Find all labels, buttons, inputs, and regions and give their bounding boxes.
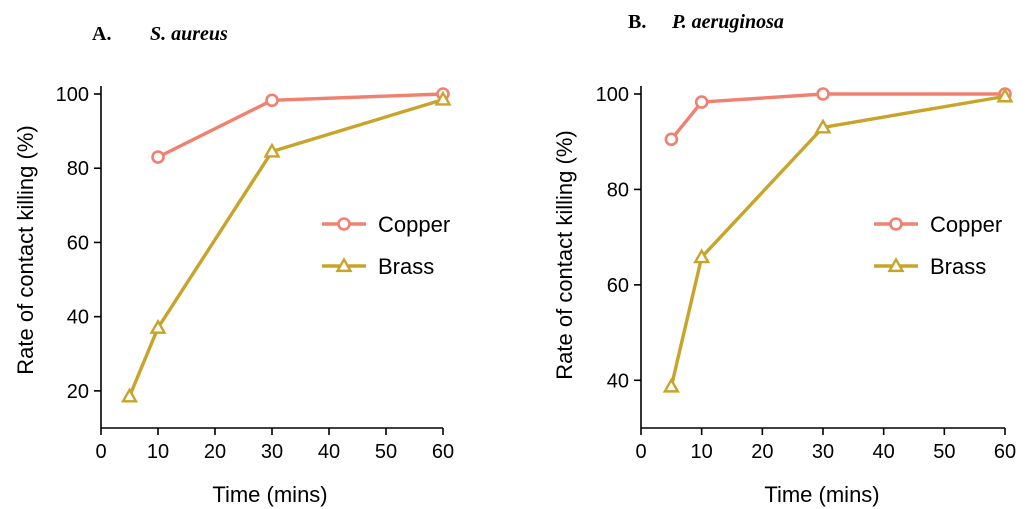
legend-copper-marker bbox=[889, 217, 903, 231]
x-tick-label: 30 bbox=[261, 441, 283, 463]
panel-b-axes: 0 10 20 30 40 50 60 40 60 80 100 bbox=[596, 84, 1017, 463]
panel-b-title: P. aeruginosa bbox=[671, 11, 784, 33]
panel-b-x-axis-title: Time (mins) bbox=[764, 482, 879, 507]
brass-data-point bbox=[662, 377, 680, 393]
legend-copper-label: Copper bbox=[378, 212, 450, 237]
panel-a-title: S. aureus bbox=[150, 23, 228, 45]
panel-a-legend: Copper Brass bbox=[322, 212, 450, 279]
copper-data-point bbox=[816, 87, 830, 101]
panel-b: B. P. aeruginosa Time (mins) Rate of con… bbox=[552, 11, 1016, 507]
brass-data-point bbox=[149, 318, 167, 334]
panel-b-legend: Copper Brass bbox=[874, 212, 1002, 279]
x-tick-label: 40 bbox=[318, 441, 340, 463]
brass-data-point bbox=[693, 248, 711, 264]
y-tick-label: 100 bbox=[56, 84, 89, 106]
copper-data-point bbox=[151, 150, 165, 164]
panel-a-series bbox=[120, 87, 452, 403]
legend-brass-label: Brass bbox=[930, 254, 986, 279]
copper-series-line bbox=[670, 92, 1005, 141]
y-tick-label: 20 bbox=[67, 381, 89, 403]
copper-data-point bbox=[664, 132, 679, 147]
x-tick-label: 50 bbox=[375, 441, 397, 463]
x-tick-label: 0 bbox=[95, 441, 106, 463]
brass-series-line bbox=[127, 97, 444, 398]
copper-data-point bbox=[265, 93, 279, 108]
legend-brass-marker bbox=[887, 257, 905, 273]
panel-a-axes: 0 10 20 30 40 50 60 20 40 60 80 100 bbox=[56, 84, 455, 463]
x-tick-label: 10 bbox=[691, 441, 713, 463]
y-tick-label: 100 bbox=[596, 84, 629, 106]
x-tick-label: 60 bbox=[994, 441, 1016, 463]
brass-data-point bbox=[814, 118, 832, 134]
panel-a-y-axis-title: Rate of contact killing (%) bbox=[13, 125, 38, 374]
panel-a: A. S. aureus Time (mins) Rate of contact… bbox=[13, 23, 454, 507]
x-tick-label: 50 bbox=[933, 441, 955, 463]
copper-series-line bbox=[157, 92, 444, 159]
x-tick-label: 20 bbox=[751, 441, 773, 463]
panel-a-letter: A. bbox=[92, 23, 111, 45]
brass-series-line bbox=[669, 94, 1006, 387]
panel-b-letter: B. bbox=[628, 11, 646, 33]
x-tick-label: 20 bbox=[204, 441, 226, 463]
panel-a-x-axis-title: Time (mins) bbox=[212, 482, 327, 507]
y-tick-label: 40 bbox=[607, 370, 629, 392]
x-tick-label: 0 bbox=[635, 441, 646, 463]
y-tick-label: 60 bbox=[607, 275, 629, 297]
copper-data-point bbox=[694, 95, 709, 109]
y-tick-label: 80 bbox=[67, 158, 89, 180]
panel-b-series bbox=[662, 87, 1014, 393]
x-tick-label: 40 bbox=[873, 441, 895, 463]
legend-brass-label: Brass bbox=[378, 254, 434, 279]
brass-data-point bbox=[996, 87, 1014, 103]
y-tick-label: 60 bbox=[67, 232, 89, 254]
legend-brass-marker bbox=[335, 257, 353, 273]
panel-b-y-axis-title: Rate of contact killing (%) bbox=[552, 130, 577, 379]
x-tick-label: 30 bbox=[812, 441, 834, 463]
x-tick-label: 10 bbox=[147, 441, 169, 463]
y-tick-label: 40 bbox=[67, 307, 89, 329]
legend-copper-marker bbox=[337, 217, 351, 231]
brass-data-point bbox=[263, 142, 281, 158]
x-tick-label: 60 bbox=[432, 441, 454, 463]
y-tick-label: 80 bbox=[607, 179, 629, 201]
legend-copper-label: Copper bbox=[930, 212, 1002, 237]
brass-data-point bbox=[434, 90, 452, 106]
brass-data-point bbox=[120, 387, 139, 403]
